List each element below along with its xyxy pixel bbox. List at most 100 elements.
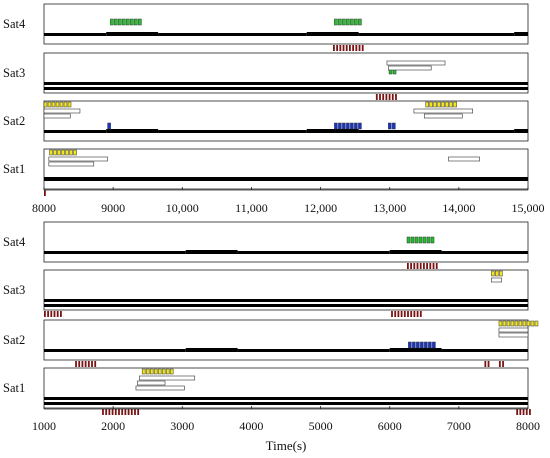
blue-task: [342, 122, 346, 130]
blue-task: [334, 122, 338, 130]
yellow-task: [65, 149, 69, 156]
white-interval: [498, 327, 529, 333]
red-tick: [349, 45, 351, 51]
white-interval: [498, 332, 529, 338]
red-tick: [339, 45, 342, 51]
red-tick: [413, 311, 416, 317]
green-task: [334, 18, 338, 26]
blue-task: [408, 341, 412, 349]
white-interval: [139, 375, 196, 381]
x-tick-label: 15,000: [512, 201, 545, 215]
x-tick-label: 11,000: [235, 201, 268, 215]
yellow-task: [522, 320, 527, 327]
white-interval: [386, 60, 446, 66]
yellow-task: [514, 320, 519, 327]
yellow-task: [53, 149, 57, 156]
timeline-bar: [389, 250, 442, 254]
red-tick: [81, 361, 84, 367]
yellow-task: [498, 320, 503, 327]
green-task: [338, 18, 342, 26]
green-task: [130, 18, 134, 26]
row-frame: [43, 148, 529, 190]
red-tick: [388, 94, 391, 100]
red-tick: [382, 94, 385, 100]
red-tick: [395, 94, 397, 100]
x-tick-label: 9000: [101, 201, 125, 215]
green-task: [138, 18, 142, 26]
x-tick-label: 4000: [239, 419, 263, 433]
yellow-task: [491, 270, 495, 277]
x-tick-label: 6000: [378, 419, 402, 433]
blue-task: [346, 122, 350, 130]
timeline-bar: [44, 82, 528, 85]
green-task: [422, 236, 427, 244]
yellow-task: [73, 149, 77, 156]
white-interval: [491, 277, 503, 283]
green-task: [426, 236, 431, 244]
red-tick: [435, 263, 438, 269]
red-tick: [102, 409, 104, 415]
red-tick: [91, 361, 93, 367]
yellow-task: [63, 101, 68, 108]
yellow-task: [429, 101, 433, 108]
green-task: [118, 18, 122, 26]
row-frame: [43, 52, 529, 94]
red-tick: [413, 263, 416, 269]
row-sat4: Sat4: [3, 3, 529, 45]
red-tick: [403, 311, 406, 317]
red-tick: [529, 409, 531, 415]
timeline-bar: [44, 251, 186, 254]
blue-task: [107, 122, 111, 130]
yellow-task: [441, 101, 445, 108]
yellow-task: [445, 101, 449, 108]
blue-task: [338, 122, 342, 130]
red-tick: [94, 361, 97, 367]
row-label-sat3: Sat3: [3, 283, 25, 297]
red-tick: [47, 311, 49, 317]
yellow-task: [506, 320, 511, 327]
row-label-sat1: Sat1: [3, 381, 25, 395]
timeline-bar: [44, 299, 528, 302]
x-tick-label: 7000: [447, 419, 471, 433]
red-tick: [410, 263, 412, 269]
green-task: [354, 18, 358, 26]
red-tick: [358, 45, 361, 51]
timeline-bar: [44, 402, 528, 405]
blue-task: [392, 122, 396, 130]
red-tick: [50, 311, 53, 317]
red-tick: [394, 311, 397, 317]
green-task: [110, 18, 114, 26]
row-label-sat3: Sat3: [3, 66, 25, 80]
green-task: [122, 18, 126, 26]
red-tick: [484, 361, 487, 367]
row-label-sat4: Sat4: [3, 17, 26, 31]
timeline-bar: [44, 177, 528, 181]
red-tick: [391, 311, 393, 317]
red-tick: [84, 361, 87, 367]
timeline-bar: [158, 130, 307, 133]
x-tick-label: 2000: [101, 419, 125, 433]
red-tick: [419, 311, 422, 317]
yellow-task: [157, 368, 162, 375]
yellow-task: [530, 320, 535, 327]
green-task: [358, 18, 362, 26]
blue-task: [432, 341, 436, 349]
red-tick: [498, 361, 501, 367]
row-label-sat2: Sat2: [3, 333, 25, 347]
timeline-bar: [358, 130, 515, 133]
row-frame: [43, 100, 529, 142]
red-tick: [426, 263, 428, 269]
yellow-task: [534, 320, 539, 327]
red-tick: [75, 361, 77, 367]
yellow-task: [145, 368, 150, 375]
row-sat2: Sat2: [3, 100, 529, 142]
red-tick: [114, 409, 117, 415]
row-frame: [43, 269, 529, 311]
timeline-bar: [185, 250, 238, 254]
yellow-task: [425, 101, 429, 108]
x-tick-label: 5000: [309, 419, 333, 433]
timeline-bar: [44, 304, 528, 307]
yellow-task: [161, 368, 166, 375]
timeline-bar: [514, 129, 528, 133]
